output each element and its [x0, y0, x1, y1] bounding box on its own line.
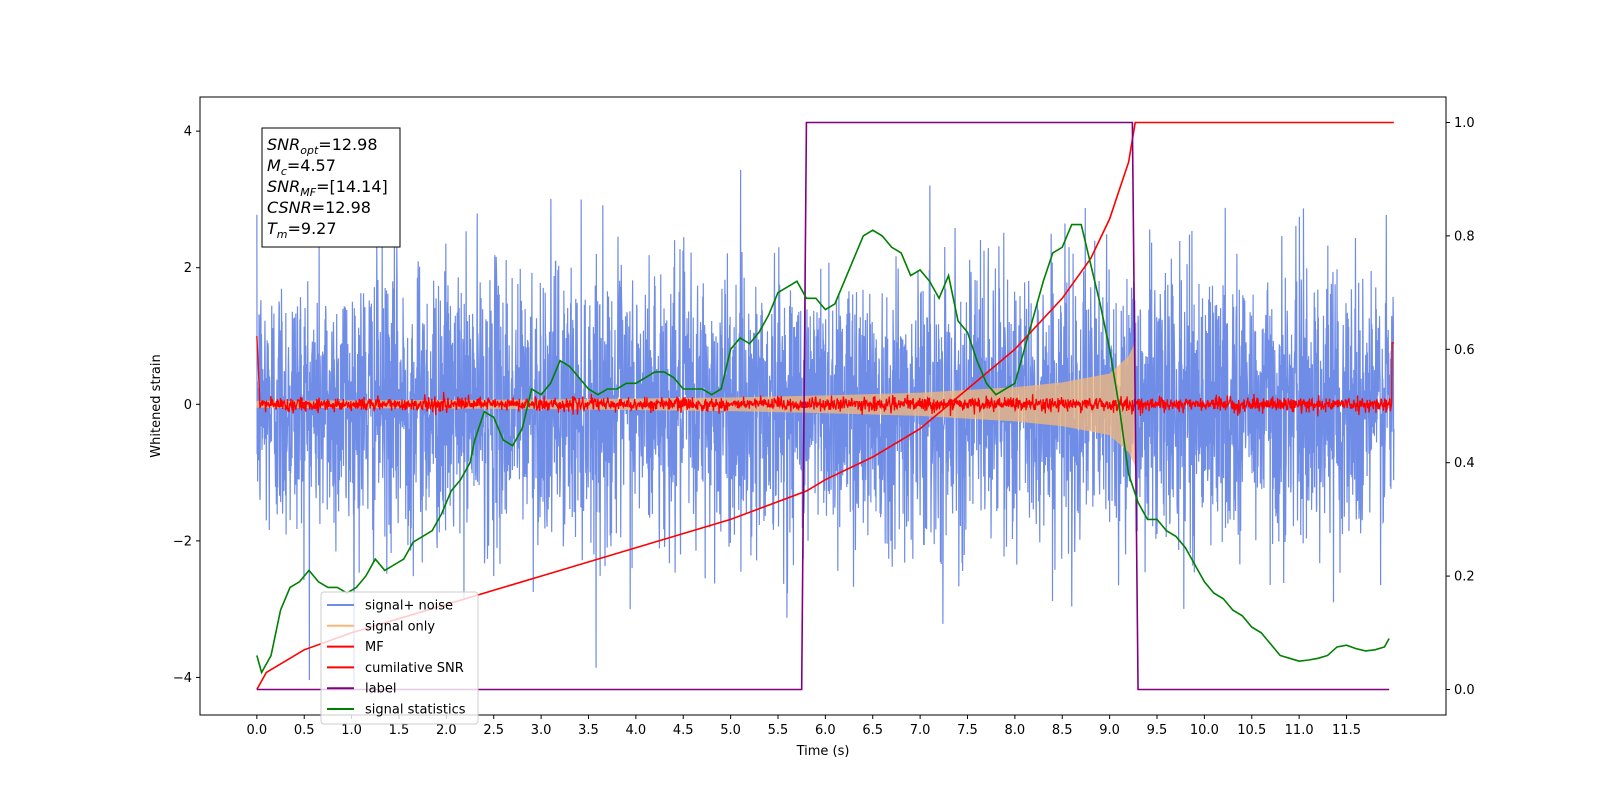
legend-entry: MF	[365, 640, 384, 655]
series-mf	[256, 335, 1394, 417]
series-signal-only	[256, 342, 1136, 466]
x-tick-label: 0.0	[247, 723, 268, 738]
legend-entry: signal+ noise	[365, 599, 453, 614]
annotation-line: SNRMF=[14.14]	[267, 177, 388, 199]
y2-tick-label: 1.0	[1454, 116, 1475, 131]
x-tick-label: 10.5	[1237, 723, 1266, 738]
y-tick-label: 2	[184, 261, 192, 276]
legend-entry: label	[365, 682, 396, 697]
legend-entry: signal only	[365, 619, 435, 634]
legend-entry: signal statistics	[365, 703, 466, 718]
x-tick-label: 9.5	[1147, 723, 1168, 738]
y-tick-label: −2	[173, 534, 192, 549]
y-tick-label: 4	[184, 125, 192, 140]
x-tick-label: 3.0	[531, 723, 552, 738]
legend-entry: cumilative SNR	[365, 661, 464, 676]
y-tick-label: −4	[173, 671, 192, 686]
annotation-line: SNRopt=12.98	[267, 135, 378, 157]
x-tick-label: 5.0	[720, 723, 741, 738]
y-axis-label: Whitened strain	[149, 354, 164, 457]
y2-tick-label: 0.8	[1454, 229, 1475, 244]
x-tick-label: 6.0	[815, 723, 836, 738]
x-tick-label: 1.5	[389, 723, 410, 738]
x-tick-label: 1.0	[341, 723, 362, 738]
x-tick-label: 3.5	[578, 723, 599, 738]
y2-tick-label: 0.4	[1454, 456, 1475, 471]
x-tick-label: 4.5	[673, 723, 694, 738]
x-tick-label: 8.5	[1052, 723, 1073, 738]
x-tick-label: 0.5	[294, 723, 315, 738]
x-axis-label: Time (s)	[796, 744, 850, 759]
x-tick-label: 8.0	[1005, 723, 1026, 738]
x-tick-label: 9.0	[1099, 723, 1120, 738]
x-tick-label: 2.0	[436, 723, 457, 738]
x-tick-label: 2.5	[483, 723, 504, 738]
axes-frame	[199, 96, 1447, 716]
annotation-box: SNRopt=12.98Mc=4.57SNRMF=[14.14]CSNR=12.…	[261, 127, 401, 248]
x-tick-label: 5.5	[768, 723, 789, 738]
annotation-line: Tm=9.27	[267, 219, 337, 241]
y-axis-left: 4 2 0 −2 −4	[173, 125, 200, 686]
x-tick-label: 11.0	[1285, 723, 1314, 738]
y2-tick-label: 0.0	[1454, 683, 1475, 698]
series-signal-statistics	[256, 223, 1390, 675]
x-tick-label: 4.0	[626, 723, 647, 738]
y2-tick-label: 0.2	[1454, 570, 1475, 585]
annotation-line: CSNR=12.98	[267, 198, 371, 217]
x-tick-label: 10.0	[1190, 723, 1219, 738]
x-tick-label: 11.5	[1332, 723, 1361, 738]
annotation-line: Mc=4.57	[267, 156, 336, 178]
y-tick-label: 0	[184, 398, 192, 413]
y-axis-right: 1.0 0.8 0.6 0.4 0.2 0.0	[1446, 116, 1475, 698]
x-tick-label: 6.5	[862, 723, 883, 738]
x-tick-label: 7.5	[957, 723, 978, 738]
x-axis: 0.0 0.5 1.0 1.5 2.0 2.5 3.0 3.5 4.0 4.5 5.0 5.5 6.0 6…	[247, 715, 1361, 738]
x-tick-label: 7.0	[910, 723, 931, 738]
legend-frame	[320, 591, 479, 725]
y2-tick-label: 0.6	[1454, 343, 1475, 358]
annotation-frame	[261, 127, 401, 248]
legend: signal+ noise signal only MF cumilative SNR…	[320, 591, 479, 725]
series-label	[256, 121, 1390, 691]
